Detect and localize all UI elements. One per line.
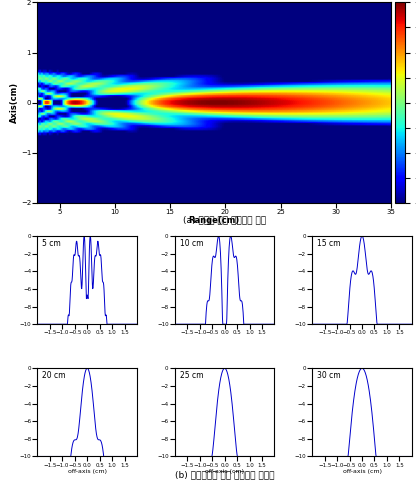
X-axis label: Range(cm): Range(cm)	[189, 216, 240, 226]
Text: 15 cm: 15 cm	[317, 239, 341, 248]
Text: (a) 거리에 따른 음향센서 빔폭: (a) 거리에 따른 음향센서 빔폭	[183, 215, 266, 224]
Text: 20 cm: 20 cm	[42, 371, 66, 380]
Y-axis label: Axis(cm): Axis(cm)	[10, 82, 20, 123]
X-axis label: off-axis (cm): off-axis (cm)	[342, 469, 381, 474]
Text: (b) 특정거리에 대한 음향센서 빔패턴: (b) 특정거리에 대한 음향센서 빔패턴	[175, 470, 275, 479]
Text: 25 cm: 25 cm	[180, 371, 203, 380]
X-axis label: off-axis (cm): off-axis (cm)	[205, 469, 244, 474]
Text: 5 cm: 5 cm	[42, 239, 61, 248]
Text: 30 cm: 30 cm	[317, 371, 341, 380]
Text: 10 cm: 10 cm	[180, 239, 203, 248]
X-axis label: off-axis (cm): off-axis (cm)	[68, 469, 107, 474]
